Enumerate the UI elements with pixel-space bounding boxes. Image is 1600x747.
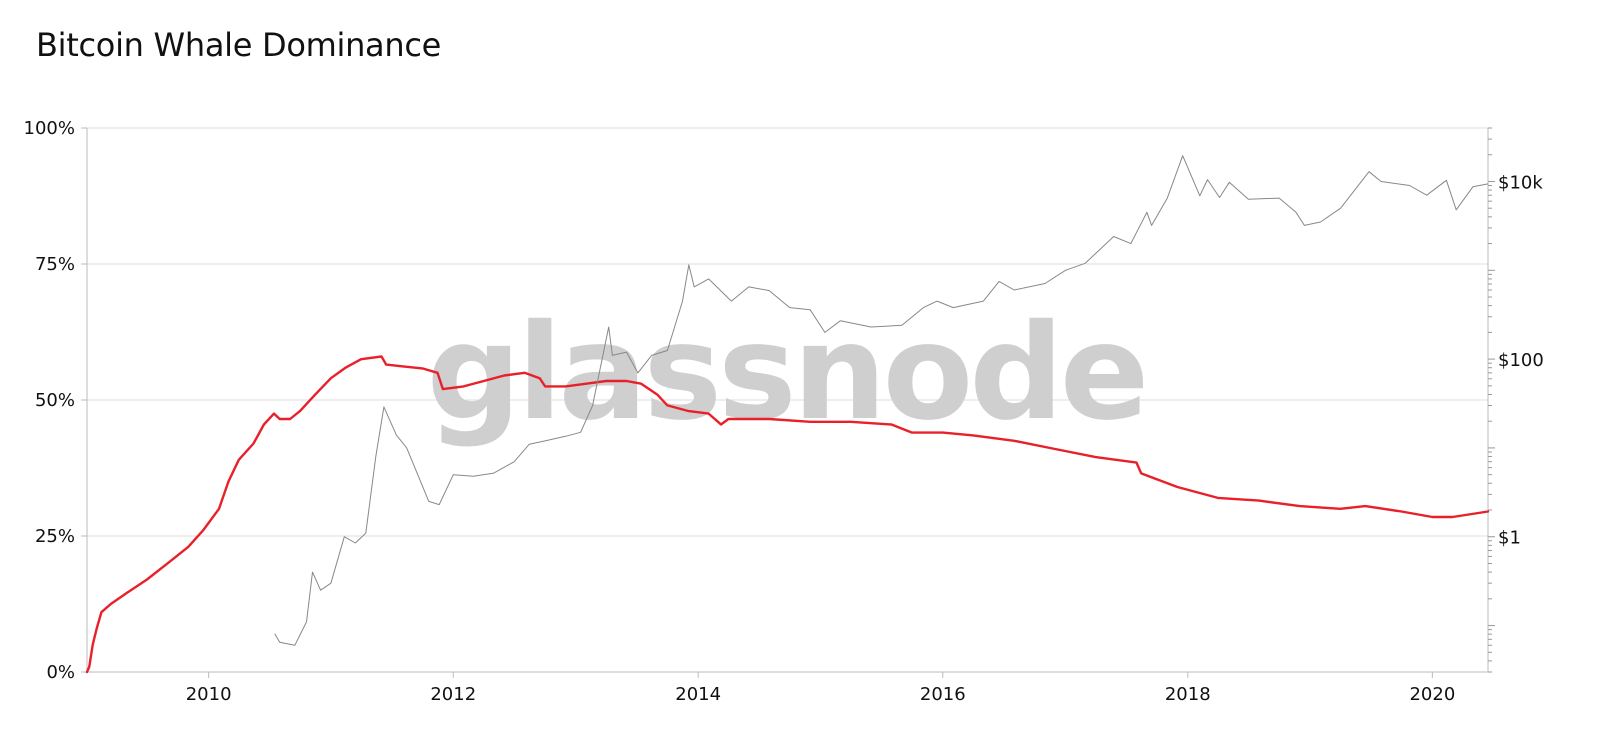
x-tick-label: 2020 — [1409, 684, 1455, 705]
whale-dominance-line — [85, 355, 1490, 674]
y-left-tick-label: 75% — [35, 254, 75, 275]
x-tick-label: 2010 — [186, 684, 232, 705]
chart-title: Bitcoin Whale Dominance — [36, 26, 442, 64]
y-right-tick-label: $1 — [1498, 528, 1521, 549]
price-line — [274, 155, 1489, 646]
y-right-tick-label: $100 — [1498, 350, 1544, 371]
tick-labels: 0% 25% 50% 75% 100% $1 $100 $10k 2010 2012 2014 201… — [24, 118, 1544, 705]
watermark: glassnode — [427, 296, 1146, 450]
x-tick-label: 2012 — [430, 684, 476, 705]
y-left-tick-label: 100% — [24, 118, 75, 139]
y-left-tick-label: 0% — [46, 662, 75, 683]
y-right-tick-label: $10k — [1498, 172, 1543, 193]
y-left-tick-label: 50% — [35, 390, 75, 411]
y-left-tick-label: 25% — [35, 526, 75, 547]
axes — [81, 127, 1495, 678]
x-tick-label: 2014 — [675, 684, 721, 705]
series-group — [85, 155, 1490, 674]
x-tick-label: 2016 — [920, 684, 966, 705]
x-tick-label: 2018 — [1165, 684, 1211, 705]
